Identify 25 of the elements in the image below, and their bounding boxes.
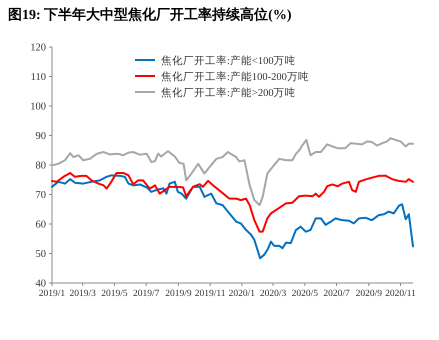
y-tick-label: 60 <box>36 220 46 230</box>
y-tick-label: 120 <box>30 42 46 54</box>
x-tick-label: 2020/7 <box>323 289 350 299</box>
chart-title: 图19: 下半年大中型焦化厂开工率持续高位(%) <box>8 6 292 23</box>
legend-label: 焦化厂开工率:产能>200万吨 <box>161 86 296 99</box>
x-tick-label: 2019/7 <box>132 289 160 299</box>
x-tick-label: 2020/5 <box>292 289 318 299</box>
y-tick-label: 100 <box>30 102 46 112</box>
legend-label: 焦化厂开工率:产能<100万吨 <box>161 54 296 67</box>
y-tick-label: 50 <box>36 249 46 260</box>
x-tick-label: 2019/9 <box>165 289 192 299</box>
y-tick-label: 90 <box>36 131 46 142</box>
x-tick-label: 2020/11 <box>385 289 416 299</box>
y-tick-label: 80 <box>36 160 46 172</box>
x-tick-label: 2019/1 <box>38 289 66 299</box>
x-tick-label: 2019/5 <box>101 289 128 299</box>
x-tick-label: 2020/3 <box>260 289 287 299</box>
y-tick-label: 110 <box>30 72 46 83</box>
legend-label: 焦化厂开工率:产能100-200万吨 <box>161 70 309 83</box>
x-tick-label: 2019/3 <box>69 289 96 299</box>
x-tick-label: 2020/9 <box>356 289 382 299</box>
y-tick-label: 40 <box>36 278 46 290</box>
y-tick-label: 70 <box>36 190 46 201</box>
x-tick-label: 2019/11 <box>194 289 226 299</box>
x-tick-label: 2020/1 <box>228 289 256 299</box>
